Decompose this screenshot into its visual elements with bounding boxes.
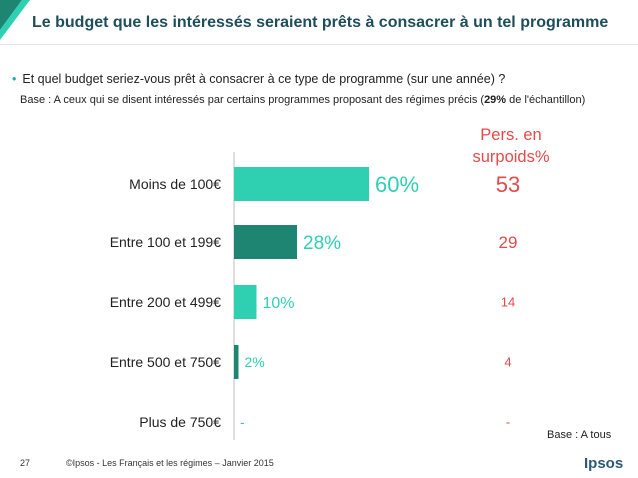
value-label: 60% [375, 172, 419, 197]
overweight-column-header: Pers. en surpoids% [456, 124, 566, 168]
value-label: 10% [263, 295, 295, 312]
overweight-header-line2: surpoids% [472, 148, 550, 166]
budget-bar-chart: Moins de 100€ 60% 53 Entre 100 et 199€ 28% 29… [110, 152, 520, 440]
header-divider [0, 44, 638, 45]
overweight-value: 14 [501, 295, 515, 310]
page-number: 27 [20, 458, 31, 468]
overweight-value: 4 [504, 355, 511, 370]
category-label: Entre 100 et 199€ [110, 234, 222, 250]
overweight-value: - [506, 415, 510, 430]
base-prefix: Base : A ceux qui se disent intéressés p… [20, 94, 485, 106]
footer-base-note: Base : A tous [547, 429, 612, 441]
corner-decoration [0, 0, 30, 40]
category-label: Moins de 100€ [129, 176, 221, 192]
category-label: Entre 200 et 499€ [110, 294, 222, 310]
overweight-value: 29 [499, 233, 518, 252]
value-label: 2% [245, 354, 265, 370]
bar [234, 167, 369, 201]
question-bullet: • [12, 72, 17, 86]
category-label: Entre 500 et 750€ [110, 354, 222, 370]
overweight-header-line1: Pers. en [480, 126, 542, 144]
base-note: Base : A ceux qui se disent intéressés p… [20, 94, 585, 106]
ipsos-logo: Ipsos [584, 455, 624, 472]
question-label: Et quel budget seriez-vous prêt à consac… [22, 72, 506, 86]
bar [234, 225, 297, 259]
value-label: 28% [303, 233, 341, 254]
copyright-text: ©Ipsos - Les Français et les régimes – J… [66, 458, 274, 468]
bar [234, 285, 257, 319]
question-text: • Et quel budget seriez-vous prêt à consa… [12, 72, 505, 86]
bar [234, 345, 239, 379]
category-label: Plus de 750€ [139, 414, 221, 430]
value-label: - [240, 414, 245, 430]
base-suffix: de l'échantillon) [506, 94, 586, 106]
overweight-value: 53 [496, 172, 520, 197]
base-percentage: 29% [484, 94, 507, 106]
page-title: Le budget que les intéressés seraient pr… [32, 14, 609, 31]
